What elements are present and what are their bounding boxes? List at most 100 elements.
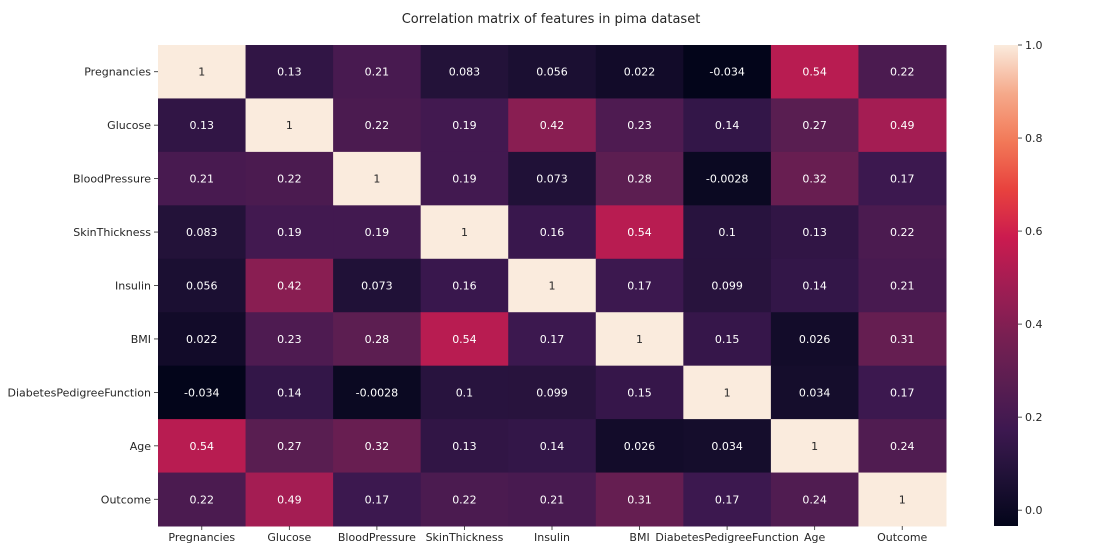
heatmap-cell bbox=[420, 365, 509, 420]
x-tick-label: Pregnancies bbox=[168, 531, 235, 544]
cell-value-label: 0.14 bbox=[540, 440, 565, 453]
heatmap-cell bbox=[158, 312, 247, 367]
cell-value-label: 1 bbox=[636, 333, 643, 346]
heatmap-cell bbox=[508, 472, 597, 527]
heatmap-cell bbox=[333, 365, 422, 420]
y-tick-label: BMI bbox=[131, 333, 151, 346]
cell-value-label: -0.034 bbox=[709, 66, 744, 79]
cell-value-label: 1 bbox=[286, 119, 293, 132]
cell-value-label: 0.32 bbox=[802, 173, 827, 186]
heatmap-cell bbox=[858, 312, 947, 367]
cell-value-label: 0.27 bbox=[802, 119, 827, 132]
cell-value-label: 0.056 bbox=[186, 280, 218, 293]
cell-value-label: 0.13 bbox=[277, 66, 302, 79]
cell-value-label: 0.13 bbox=[802, 226, 827, 239]
y-tick-labels: Pregnancies Glucose BloodPressure SkinThick… bbox=[8, 66, 158, 506]
heatmap-cell bbox=[770, 205, 859, 260]
cell-value-label: 0.17 bbox=[715, 493, 740, 506]
heatmap-cell bbox=[333, 472, 422, 527]
heatmap-cell bbox=[158, 151, 247, 206]
cell-value-label: 0.21 bbox=[365, 66, 390, 79]
cell-value-label: 1 bbox=[811, 440, 818, 453]
cell-value-label: 0.099 bbox=[536, 386, 568, 399]
heatmap-cell bbox=[595, 258, 684, 313]
heatmap-cell bbox=[245, 205, 334, 260]
heatmap-cell bbox=[420, 151, 509, 206]
heatmap-cell bbox=[333, 98, 422, 153]
y-tick-label: Outcome bbox=[101, 493, 151, 506]
cell-value-label: 0.083 bbox=[186, 226, 218, 239]
cell-value-label: 0.026 bbox=[624, 440, 656, 453]
cell-value-label: 0.073 bbox=[361, 280, 393, 293]
cell-value-label: 0.31 bbox=[890, 333, 915, 346]
cell-value-label: 0.14 bbox=[715, 119, 740, 132]
cell-value-label: 0.17 bbox=[627, 280, 652, 293]
cell-value-label: 0.22 bbox=[277, 173, 302, 186]
cell-value-label: 1 bbox=[461, 226, 468, 239]
cell-value-label: 0.19 bbox=[452, 173, 477, 186]
y-tick-label: DiabetesPedigreeFunction bbox=[8, 386, 151, 399]
heatmap-cell bbox=[858, 258, 947, 313]
x-tick-label: Age bbox=[804, 531, 826, 544]
cell-value-label: 0.14 bbox=[802, 280, 827, 293]
heatmap-cell bbox=[683, 365, 772, 420]
cell-value-label: 0.034 bbox=[799, 386, 831, 399]
heatmap-cell bbox=[245, 312, 334, 367]
heatmap-cell bbox=[858, 151, 947, 206]
heatmap-cell bbox=[420, 312, 509, 367]
cell-value-label: 1 bbox=[724, 386, 731, 399]
cell-value-label: 0.54 bbox=[802, 66, 827, 79]
heatmap-cell bbox=[770, 312, 859, 367]
heatmap-cell bbox=[333, 45, 422, 99]
y-tick-label: Glucose bbox=[107, 119, 151, 132]
cell-value-label: -0.0028 bbox=[706, 173, 748, 186]
colorbar-tick-label: 0.8 bbox=[1025, 132, 1043, 145]
colorbar-tick-label: 0.6 bbox=[1025, 225, 1043, 238]
cell-value-label: 0.54 bbox=[627, 226, 652, 239]
cell-value-label: 0.42 bbox=[277, 280, 302, 293]
cell-value-label: 0.22 bbox=[890, 66, 915, 79]
cell-value-label: 0.42 bbox=[540, 119, 565, 132]
colorbar-tick-label: 0.4 bbox=[1025, 318, 1043, 331]
y-tick-label: BloodPressure bbox=[73, 173, 151, 186]
heatmap-cell bbox=[770, 258, 859, 313]
heatmap-cell bbox=[333, 419, 422, 474]
colorbar-tick-label: 1.0 bbox=[1025, 39, 1043, 52]
cell-value-label: 0.099 bbox=[711, 280, 743, 293]
heatmap-cell bbox=[245, 472, 334, 527]
cell-value-label: 0.1 bbox=[456, 386, 474, 399]
heatmap-cell bbox=[508, 98, 597, 153]
heatmap-cell bbox=[595, 312, 684, 367]
cell-value-label: 0.15 bbox=[715, 333, 740, 346]
cell-value-label: 0.022 bbox=[624, 66, 656, 79]
cell-value-label: 0.28 bbox=[365, 333, 390, 346]
cell-value-label: 0.16 bbox=[540, 226, 565, 239]
heatmap-cell bbox=[158, 365, 247, 420]
cell-value-label: 0.16 bbox=[452, 280, 477, 293]
cell-value-label: 0.22 bbox=[890, 226, 915, 239]
cell-value-label: 0.17 bbox=[890, 386, 915, 399]
cell-value-label: 0.022 bbox=[186, 333, 218, 346]
heatmap-cell bbox=[683, 312, 772, 367]
heatmap-cell bbox=[595, 98, 684, 153]
cell-value-label: 0.49 bbox=[277, 493, 302, 506]
cell-value-label: 0.21 bbox=[540, 493, 565, 506]
heatmap-cell bbox=[158, 419, 247, 474]
colorbar-tick-label: 0.0 bbox=[1025, 504, 1043, 517]
heatmap-cell bbox=[333, 312, 422, 367]
heatmap-cell bbox=[333, 151, 422, 206]
heatmap-cell bbox=[245, 419, 334, 474]
heatmap-cells: 1 0.13 0.21 0.083 0.056 0.022 -0.034 0.54 0.22 0.… bbox=[158, 45, 947, 527]
cell-value-label: -0.0028 bbox=[356, 386, 398, 399]
heatmap-cell bbox=[770, 365, 859, 420]
heatmap-cell bbox=[508, 312, 597, 367]
x-tick-label: BMI bbox=[629, 531, 649, 544]
heatmap-cell bbox=[158, 472, 247, 527]
cell-value-label: 0.083 bbox=[449, 66, 481, 79]
heatmap-cell bbox=[770, 98, 859, 153]
cell-value-label: 1 bbox=[198, 66, 205, 79]
heatmap-cell bbox=[683, 472, 772, 527]
cell-value-label: 1 bbox=[899, 493, 906, 506]
y-tick-label: Pregnancies bbox=[84, 66, 151, 79]
heatmap-cell bbox=[858, 45, 947, 99]
